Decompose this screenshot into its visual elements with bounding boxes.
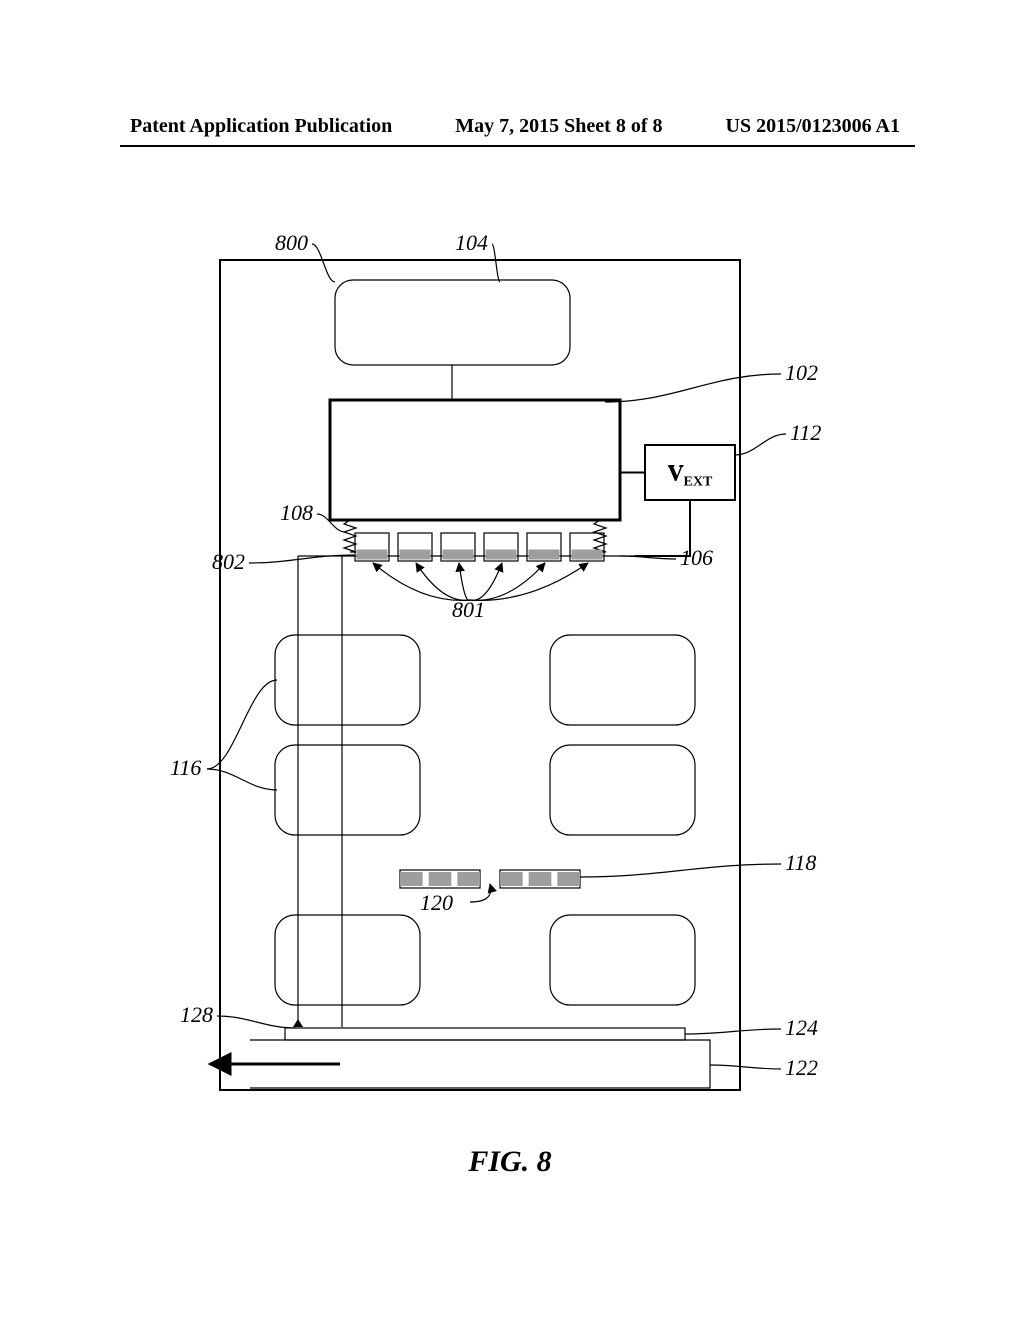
svg-text:801: 801 bbox=[452, 597, 485, 622]
svg-text:VEXT: VEXT bbox=[668, 461, 713, 490]
svg-text:800: 800 bbox=[275, 230, 308, 255]
svg-text:118: 118 bbox=[785, 850, 816, 875]
svg-text:128: 128 bbox=[180, 1002, 213, 1027]
svg-text:104: 104 bbox=[455, 230, 488, 255]
svg-text:108: 108 bbox=[280, 500, 313, 525]
svg-text:116: 116 bbox=[170, 755, 201, 780]
svg-text:120: 120 bbox=[420, 890, 453, 915]
svg-text:124: 124 bbox=[785, 1015, 818, 1040]
svg-text:802: 802 bbox=[212, 549, 245, 574]
svg-text:112: 112 bbox=[790, 420, 821, 445]
svg-text:122: 122 bbox=[785, 1055, 818, 1080]
diagram: VVEXT80010410211210880210680111611812012… bbox=[0, 0, 1020, 1320]
page: Patent Application Publication May 7, 20… bbox=[0, 0, 1020, 1320]
svg-text:106: 106 bbox=[680, 545, 713, 570]
svg-text:102: 102 bbox=[785, 360, 818, 385]
